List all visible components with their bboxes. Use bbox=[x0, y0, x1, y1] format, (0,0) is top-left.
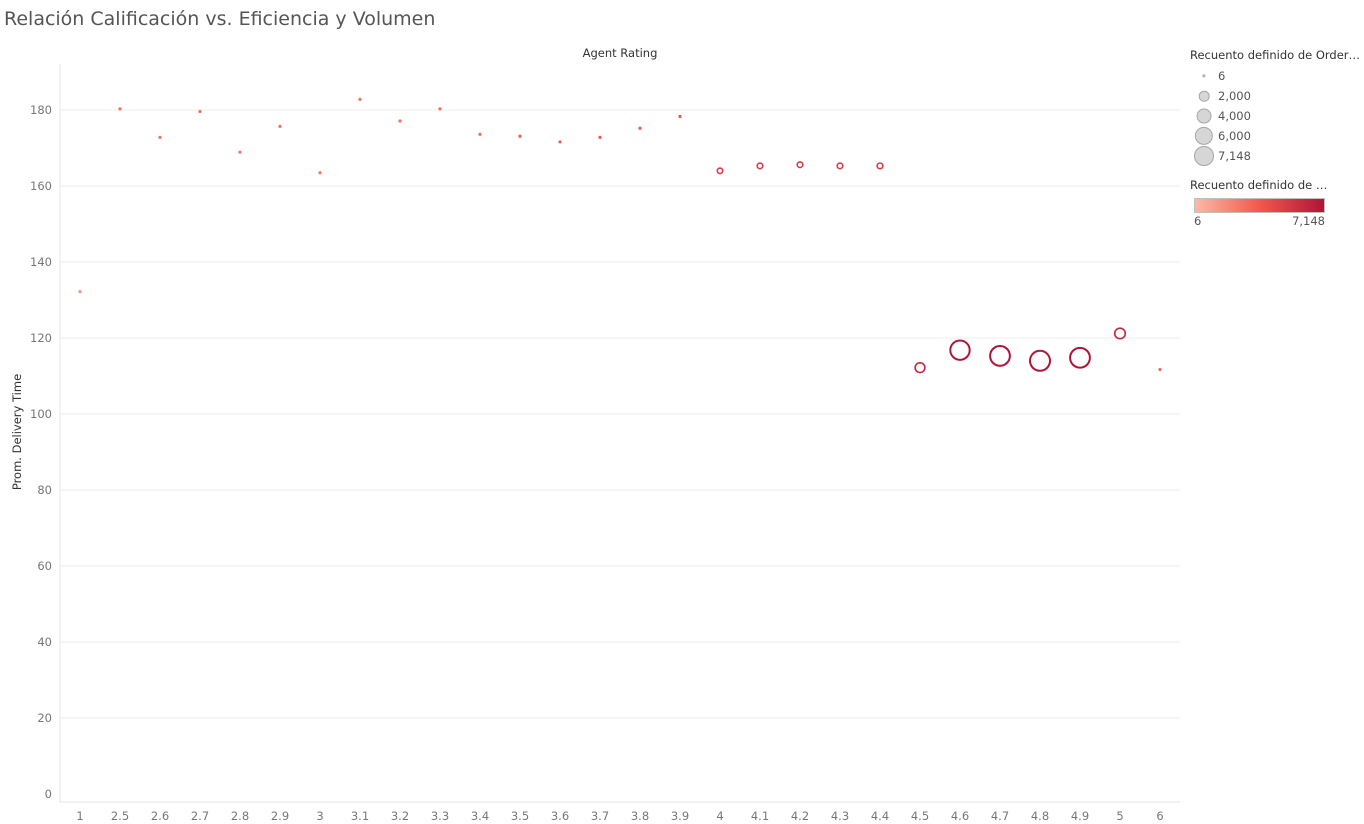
x-tick-label: 3.1 bbox=[351, 809, 369, 823]
data-point bbox=[1029, 349, 1051, 372]
data-points bbox=[78, 97, 1162, 374]
axes bbox=[59, 64, 1180, 803]
x-tick-label: 4.5 bbox=[911, 809, 929, 823]
x-tick-label: 3.6 bbox=[551, 809, 569, 823]
data-point bbox=[796, 161, 804, 169]
data-point bbox=[989, 344, 1011, 367]
data-point bbox=[518, 134, 522, 138]
data-point bbox=[876, 162, 884, 170]
size-legend-circle bbox=[1202, 74, 1206, 78]
data-point bbox=[238, 150, 242, 154]
x-tick-label: 3.8 bbox=[631, 809, 649, 823]
data-point bbox=[949, 339, 971, 361]
y-tick-label: 0 bbox=[45, 787, 52, 801]
data-point bbox=[478, 132, 482, 136]
size-legend-list: 6 2,000 4,000 6,000 7,148 bbox=[1190, 66, 1362, 166]
data-point bbox=[1113, 327, 1127, 340]
color-legend-min: 6 bbox=[1194, 214, 1202, 228]
x-tick-label: 1 bbox=[76, 809, 83, 823]
data-point bbox=[638, 126, 642, 130]
x-tick-label: 4.6 bbox=[951, 809, 969, 823]
x-tick-label: 2.7 bbox=[191, 809, 209, 823]
data-point bbox=[914, 361, 926, 374]
color-legend-gradient bbox=[1194, 198, 1325, 213]
y-tick-label: 120 bbox=[30, 331, 52, 345]
data-point bbox=[438, 107, 442, 111]
data-point bbox=[278, 124, 282, 128]
x-tick-label: 4.8 bbox=[1031, 809, 1049, 823]
size-legend-label: 6,000 bbox=[1218, 129, 1251, 143]
size-legend-label: 7,148 bbox=[1218, 149, 1251, 163]
y-tick-label: 20 bbox=[37, 711, 52, 725]
data-point bbox=[756, 162, 764, 170]
size-legend-title: Recuento definido de Order ID bbox=[1190, 48, 1362, 62]
x-tick-label: 3.3 bbox=[431, 809, 449, 823]
x-tick-label: 5 bbox=[1116, 809, 1123, 823]
size-legend-circle bbox=[1196, 108, 1212, 124]
tick-labels: 0 20 40 60 80 100 120 140 160 180 1 2.5 2.6 2.7 2.8 2.9… bbox=[30, 103, 1164, 823]
y-tick-label: 160 bbox=[30, 179, 52, 193]
x-tick-label: 2.8 bbox=[231, 809, 249, 823]
data-point bbox=[118, 107, 122, 111]
data-point bbox=[198, 109, 202, 114]
color-legend: Recuento definido de O.. 6 7,148 bbox=[1190, 178, 1330, 229]
x-tick-label: 3.7 bbox=[591, 809, 609, 823]
x-tick-label: 3.9 bbox=[671, 809, 689, 823]
x-tick-label: 3 bbox=[316, 809, 323, 823]
size-legend-item: 7,148 bbox=[1190, 146, 1362, 166]
data-point bbox=[716, 167, 724, 175]
y-tick-label: 40 bbox=[37, 635, 52, 649]
size-legend: Recuento definido de Order ID 6 2,000 4,00… bbox=[1190, 48, 1362, 166]
data-point bbox=[1158, 367, 1162, 372]
chart-title: Relación Calificación vs. Eficiencia y V… bbox=[4, 8, 436, 30]
data-point bbox=[158, 135, 162, 139]
x-tick-label: 2.6 bbox=[151, 809, 169, 823]
data-point bbox=[598, 135, 602, 139]
x-tick-label: 4.1 bbox=[751, 809, 769, 823]
x-tick-label: 3.4 bbox=[471, 809, 489, 823]
size-legend-item: 2,000 bbox=[1190, 86, 1362, 106]
data-point bbox=[558, 140, 562, 144]
size-legend-label: 2,000 bbox=[1218, 89, 1251, 103]
size-legend-circle bbox=[1194, 126, 1214, 146]
size-legend-label: 6 bbox=[1218, 69, 1226, 83]
x-tick-label: 2.5 bbox=[111, 809, 129, 823]
data-point bbox=[358, 97, 362, 101]
color-legend-range: 6 7,148 bbox=[1194, 213, 1325, 229]
x-tick-label: 4.7 bbox=[991, 809, 1009, 823]
y-tick-label: 80 bbox=[37, 483, 52, 497]
color-legend-title: Recuento definido de O.. bbox=[1190, 178, 1330, 192]
data-point bbox=[318, 171, 322, 175]
x-tick-label: 6 bbox=[1156, 809, 1163, 823]
x-axis-title: Agent Rating bbox=[582, 46, 658, 60]
data-point bbox=[678, 114, 682, 119]
x-tick-label: 4.9 bbox=[1071, 809, 1089, 823]
data-point bbox=[78, 290, 82, 294]
size-legend-label: 4,000 bbox=[1218, 109, 1251, 123]
data-point bbox=[398, 119, 402, 123]
size-legend-item: 6,000 bbox=[1190, 126, 1362, 146]
size-legend-item: 4,000 bbox=[1190, 106, 1362, 126]
x-tick-label: 4.3 bbox=[831, 809, 849, 823]
y-tick-label: 100 bbox=[30, 407, 52, 421]
x-tick-label: 4 bbox=[716, 809, 723, 823]
y-tick-label: 140 bbox=[30, 255, 52, 269]
data-point bbox=[1069, 346, 1091, 369]
x-tick-label: 3.2 bbox=[391, 809, 409, 823]
size-legend-circle bbox=[1194, 146, 1214, 166]
size-legend-item: 6 bbox=[1190, 66, 1362, 86]
x-tick-label: 2.9 bbox=[271, 809, 289, 823]
x-tick-label: 3.5 bbox=[511, 809, 529, 823]
data-point bbox=[836, 162, 844, 170]
x-tick-label: 4.4 bbox=[871, 809, 889, 823]
gridlines bbox=[60, 109, 1180, 719]
color-legend-max: 7,148 bbox=[1292, 214, 1325, 228]
x-tick-label: 4.2 bbox=[791, 809, 809, 823]
y-tick-label: 180 bbox=[30, 103, 52, 117]
size-legend-circle bbox=[1198, 90, 1210, 102]
y-tick-label: 60 bbox=[37, 559, 52, 573]
